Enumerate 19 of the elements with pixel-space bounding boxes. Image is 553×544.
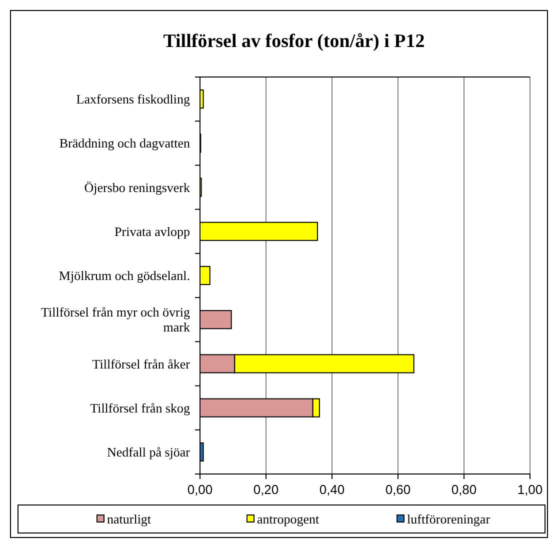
x-tick-label: 0,20 (253, 482, 279, 498)
legend-label: naturligt (107, 512, 152, 526)
chart-title: Tillförsel av fosfor (ton/år) i P12 (163, 31, 425, 52)
y-tick-label: Mjölkrum och gödselanl. (58, 268, 190, 284)
y-tick-label: Nedfall på sjöar (106, 444, 191, 460)
legend-label: antropogent (257, 512, 320, 526)
y-tick-label: Tillförsel från myr och övrig mark (41, 304, 190, 335)
y-tick-label: Laxforsens fiskodling (76, 92, 190, 107)
y-tick-label: Tillförsel från skog (90, 400, 190, 416)
x-tick-label: 0,80 (451, 482, 477, 498)
x-tick-label: 0,00 (187, 482, 213, 498)
y-tick-label: Öjersbo reningsverk (84, 180, 190, 195)
x-tick-label: 1,00 (517, 482, 543, 498)
y-tick-label: Tillförsel från åker (92, 356, 191, 372)
y-tick-label: Bräddning och dagvatten (59, 136, 190, 151)
x-tick-label: 0,60 (385, 482, 411, 498)
x-tick-label: 0,40 (319, 482, 345, 498)
legend-label: luftföroreningar (407, 512, 491, 526)
y-tick-label: Privata avlopp (114, 224, 190, 239)
